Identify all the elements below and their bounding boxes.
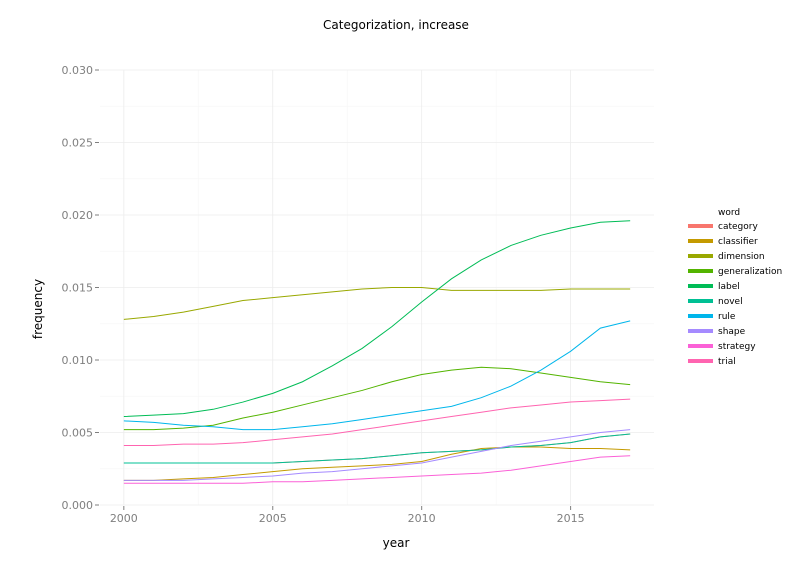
series-line-classifier [123, 446, 631, 481]
legend: word category classifier dimension generali… [688, 208, 782, 367]
x-axis-title: year [383, 536, 410, 550]
y-tick-label: 0.010 [62, 354, 94, 367]
legend-swatch-rule [688, 314, 713, 318]
y-tick-label: 0.020 [62, 209, 94, 222]
legend-label-strategy: strategy [718, 342, 756, 352]
legend-swatch-generalization [688, 269, 713, 273]
series-lines [123, 220, 631, 484]
y-tick-label: 0.025 [62, 137, 94, 150]
series-line-rule [123, 320, 631, 431]
series-line-trial [123, 398, 631, 447]
legend-title: word [718, 208, 740, 218]
legend-label-trial: trial [718, 357, 736, 367]
series-line-novel [123, 433, 631, 464]
series-line-label [123, 220, 631, 418]
chart-title: Categorization, increase [323, 18, 469, 32]
series-line-generalization [123, 366, 631, 431]
legend-swatch-novel [688, 299, 713, 303]
legend-swatch-strategy [688, 344, 713, 348]
legend-label-rule: rule [718, 312, 736, 322]
y-tick-label: 0.015 [62, 282, 94, 295]
legend-label-label: label [718, 282, 740, 292]
legend-label-generalization: generalization [718, 267, 782, 277]
legend-swatch-shape [688, 329, 713, 333]
legend-label-classifier: classifier [718, 237, 758, 247]
x-tick-label: 2010 [408, 512, 436, 525]
legend-swatch-dimension [688, 254, 713, 258]
series-line-strategy [123, 455, 631, 484]
legend-swatch-label [688, 284, 713, 288]
series-line-dimension [123, 287, 631, 320]
legend-swatch-trial [688, 359, 713, 363]
y-axis-title: frequency [31, 279, 45, 339]
series-line-category [123, 433, 631, 464]
grid-lines [100, 69, 654, 506]
legend-swatch-classifier [688, 239, 713, 243]
y-tick-label: 0.030 [62, 64, 94, 77]
legend-label-category: category [718, 222, 758, 232]
x-tick-label: 2005 [259, 512, 287, 525]
axes: 0.000 0.005 0.010 0.015 0.020 0.025 0.030 2000 2… [62, 64, 585, 525]
y-tick-label: 0.000 [62, 499, 94, 512]
legend-label-shape: shape [718, 327, 746, 337]
legend-swatch-category [688, 224, 713, 228]
x-tick-label: 2015 [557, 512, 585, 525]
legend-label-dimension: dimension [718, 252, 765, 262]
legend-label-novel: novel [718, 297, 743, 307]
y-tick-label: 0.005 [62, 427, 94, 440]
series-line-shape [123, 429, 631, 481]
x-tick-label: 2000 [110, 512, 138, 525]
